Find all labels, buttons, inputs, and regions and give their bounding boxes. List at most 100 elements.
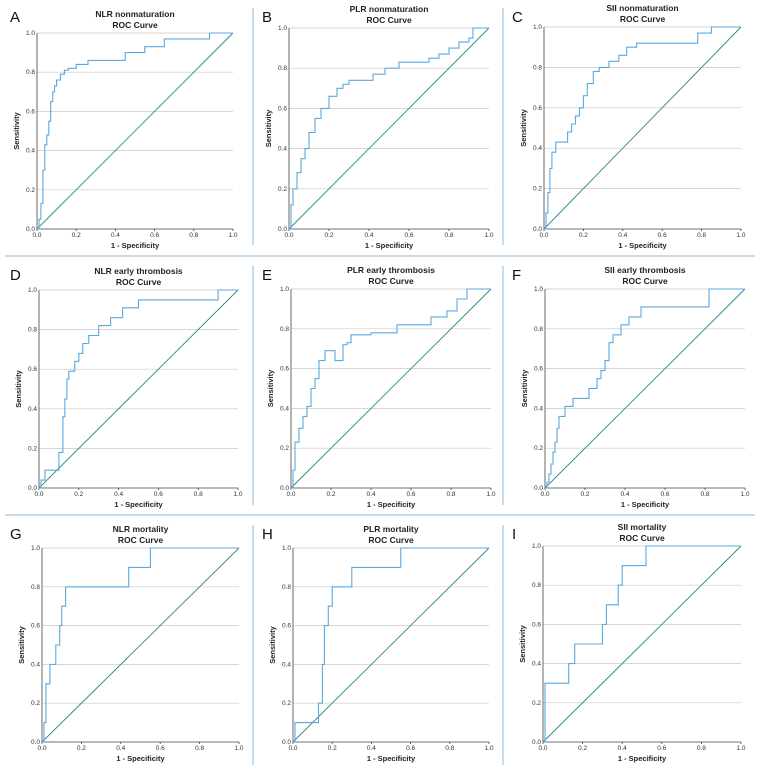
x-tick-label: 0.8 <box>444 232 453 239</box>
x-tick-label: 0.2 <box>74 491 83 498</box>
x-tick-label: 0.4 <box>618 232 627 239</box>
x-tick-label: 0.8 <box>697 745 706 752</box>
x-tick-label: 0.4 <box>111 232 120 239</box>
x-tick-label: 0.0 <box>539 232 548 239</box>
roc-curve <box>291 288 491 489</box>
x-tick-label: 0.0 <box>288 745 297 752</box>
x-tick-label: 0.6 <box>156 745 165 752</box>
chart-title: PLR nonmaturation <box>350 4 429 14</box>
panel-letter: A <box>10 9 20 26</box>
chart-subtitle: ROC Curve <box>622 276 668 286</box>
y-tick-label: 0.2 <box>28 445 37 452</box>
y-tick-label: 0.0 <box>278 226 287 233</box>
y-tick-label: 0.0 <box>282 739 291 746</box>
roc-curve <box>289 27 489 230</box>
x-tick-label: 0.0 <box>32 232 41 239</box>
x-tick-label: 0.4 <box>114 491 123 498</box>
chart-subtitle: ROC Curve <box>118 535 164 545</box>
y-tick-label: 1.0 <box>28 287 37 294</box>
reference-line <box>290 288 492 489</box>
x-axis-label: 1 - Specificity <box>367 500 416 509</box>
y-tick-label: 0.0 <box>26 226 35 233</box>
y-axis-label: Sensitivity <box>17 625 26 663</box>
x-tick-label: 0.0 <box>34 491 43 498</box>
chart-title: SII nonmaturation <box>606 3 678 13</box>
x-tick-label: 0.2 <box>72 232 81 239</box>
x-tick-label: 1.0 <box>486 491 495 498</box>
y-tick-label: 0.6 <box>534 366 543 373</box>
y-tick-label: 0.6 <box>280 366 289 373</box>
y-tick-label: 0.8 <box>28 327 37 334</box>
y-tick-label: 0.2 <box>282 700 291 707</box>
chart-subtitle: ROC Curve <box>620 14 666 24</box>
x-tick-label: 0.0 <box>538 745 547 752</box>
x-tick-label: 0.4 <box>364 232 373 239</box>
x-tick-label: 0.4 <box>366 491 375 498</box>
x-tick-label: 0.4 <box>367 745 376 752</box>
chart-title: PLR early thrombosis <box>347 265 435 275</box>
y-tick-label: 0.8 <box>534 326 543 333</box>
y-tick-label: 0.8 <box>282 584 291 591</box>
y-tick-label: 0.6 <box>278 105 287 112</box>
y-tick-label: 0.4 <box>534 405 543 412</box>
x-tick-label: 0.2 <box>324 232 333 239</box>
x-tick-label: 1.0 <box>484 745 493 752</box>
roc-curve <box>544 26 741 230</box>
x-tick-label: 1.0 <box>736 232 745 239</box>
y-tick-label: 0.4 <box>278 146 287 153</box>
x-tick-label: 0.4 <box>618 745 627 752</box>
x-axis-label: 1 - Specificity <box>618 754 667 763</box>
x-tick-label: 0.8 <box>700 491 709 498</box>
y-axis-label: Sensitivity <box>268 625 277 663</box>
panel-letter: C <box>512 9 523 26</box>
x-tick-label: 0.6 <box>406 745 415 752</box>
y-tick-label: 0.2 <box>280 445 289 452</box>
x-tick-label: 0.4 <box>620 491 629 498</box>
x-tick-label: 0.4 <box>116 745 125 752</box>
y-tick-label: 0.6 <box>533 105 542 112</box>
x-tick-label: 0.6 <box>658 232 667 239</box>
y-tick-label: 0.4 <box>28 406 37 413</box>
x-axis-label: 1 - Specificity <box>116 754 165 763</box>
roc-curve <box>37 32 233 230</box>
y-tick-label: 1.0 <box>280 286 289 293</box>
y-tick-label: 0.0 <box>31 739 40 746</box>
y-axis-label: Sensitivity <box>518 624 527 662</box>
roc-curve <box>543 545 741 743</box>
x-axis-label: 1 - Specificity <box>367 754 416 763</box>
reference-line <box>544 288 746 489</box>
x-tick-label: 1.0 <box>736 745 745 752</box>
y-tick-label: 0.0 <box>532 739 541 746</box>
y-axis-label: Sensitivity <box>266 369 275 407</box>
reference-line <box>41 547 240 743</box>
y-tick-label: 0.6 <box>282 623 291 630</box>
y-tick-label: 0.4 <box>26 148 35 155</box>
y-tick-label: 0.6 <box>31 623 40 630</box>
y-tick-label: 0.2 <box>26 187 35 194</box>
reference-line <box>292 547 490 743</box>
y-tick-label: 0.2 <box>278 186 287 193</box>
y-tick-label: 0.6 <box>26 108 35 115</box>
panel-letter: G <box>10 526 22 543</box>
y-axis-label: Sensitivity <box>12 111 21 149</box>
y-tick-label: 0.8 <box>280 326 289 333</box>
chart-title: NLR nonmaturation <box>95 9 174 19</box>
y-tick-label: 0.8 <box>31 584 40 591</box>
panel-letter: E <box>262 267 272 284</box>
x-tick-label: 0.2 <box>326 491 335 498</box>
panel-letter: F <box>512 267 521 284</box>
x-tick-label: 0.2 <box>579 232 588 239</box>
x-tick-label: 0.0 <box>286 491 295 498</box>
x-tick-label: 0.6 <box>406 491 415 498</box>
x-tick-label: 0.8 <box>445 745 454 752</box>
x-tick-label: 0.0 <box>37 745 46 752</box>
x-tick-label: 0.8 <box>446 491 455 498</box>
roc-curve <box>293 547 489 743</box>
